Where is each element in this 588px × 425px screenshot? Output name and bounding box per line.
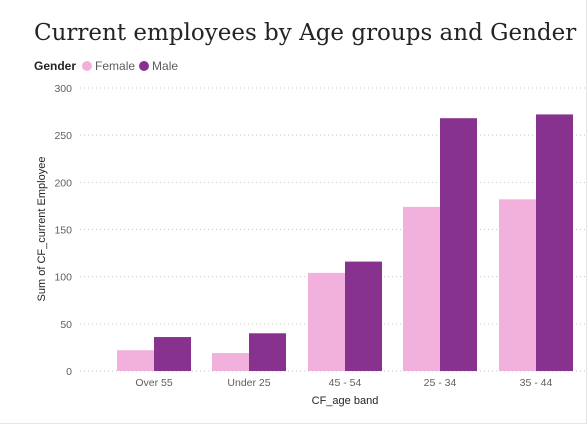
y-axis-title: Sum of CF_current Employee (36, 157, 48, 302)
x-tick-label: 35 - 44 (520, 377, 553, 389)
x-axis-title: CF_age band (312, 395, 379, 407)
bar-female-2[interactable] (308, 273, 345, 371)
y-tick-label: 300 (54, 83, 72, 95)
bar-female-1[interactable] (212, 353, 249, 371)
bar-female-3[interactable] (403, 207, 440, 371)
y-tick-label: 150 (54, 225, 72, 237)
y-axis-ticks: 0 50 100 150 200 250 300 (54, 83, 72, 378)
bar-male-2[interactable] (345, 262, 382, 371)
bar-male-0[interactable] (154, 337, 191, 371)
x-tick-label: 25 - 34 (424, 377, 457, 389)
x-tick-label: 45 - 54 (329, 377, 362, 389)
bars (117, 114, 573, 371)
x-tick-label: Over 55 (135, 377, 173, 389)
bar-male-1[interactable] (249, 333, 286, 371)
y-tick-label: 250 (54, 130, 72, 142)
y-tick-label: 50 (60, 319, 72, 331)
bar-female-4[interactable] (499, 199, 536, 371)
bar-male-4[interactable] (536, 114, 573, 371)
x-tick-label: Under 25 (227, 377, 270, 389)
bar-male-3[interactable] (440, 118, 477, 371)
x-axis-ticks: Over 55 Under 25 45 - 54 25 - 34 35 - 44 (135, 377, 552, 389)
y-tick-label: 200 (54, 177, 72, 189)
y-tick-label: 0 (66, 366, 72, 378)
bar-female-0[interactable] (117, 350, 154, 371)
y-tick-label: 100 (54, 272, 72, 284)
